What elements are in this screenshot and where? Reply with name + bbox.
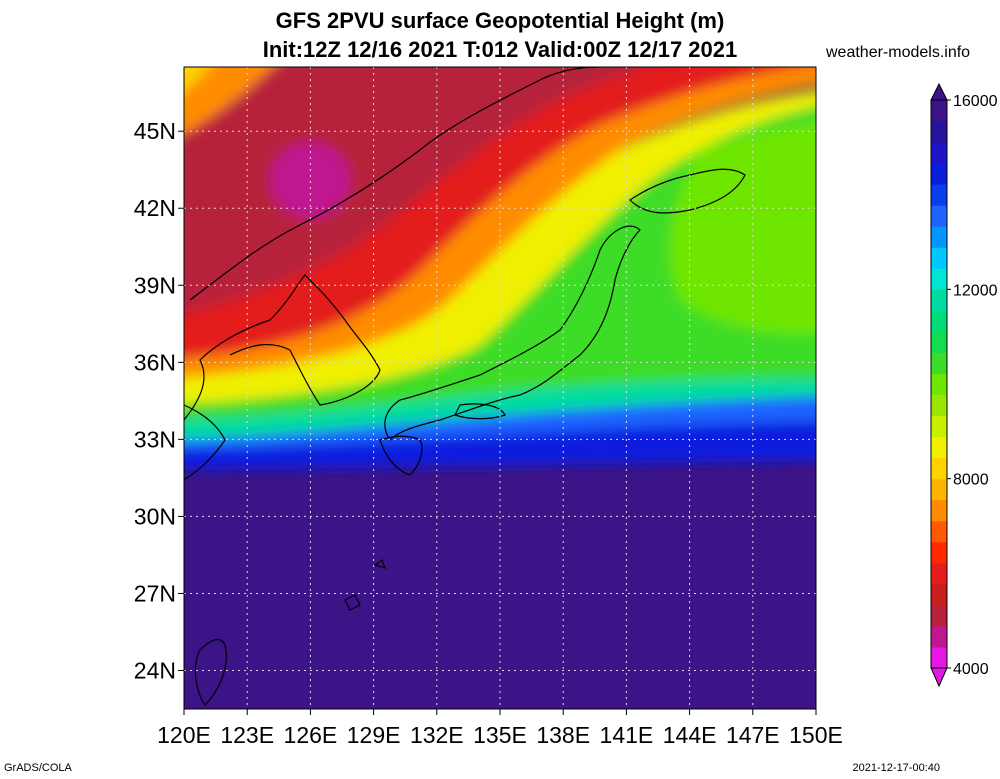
colorbar xyxy=(930,82,948,688)
colorbar-swatch xyxy=(931,457,947,480)
colorbar-tick-label: 12000 xyxy=(953,282,998,299)
lat-tick-label: 42N xyxy=(134,195,176,221)
lon-tick-label: 138E xyxy=(536,722,590,748)
colorbar-swatch xyxy=(931,373,947,396)
lon-tick-label: 150E xyxy=(789,722,843,748)
lat-tick-label: 39N xyxy=(134,272,176,298)
height-field xyxy=(184,67,816,709)
colorbar-frame xyxy=(930,99,948,669)
footer-timestamp: 2021-12-17-00:40 xyxy=(852,762,940,774)
lon-tick-label: 141E xyxy=(600,722,654,748)
coastlines xyxy=(184,67,746,706)
lon-tick-label: 126E xyxy=(284,722,338,748)
colorbar-swatch xyxy=(931,247,947,269)
lon-tick-label: 132E xyxy=(410,722,464,748)
graticule xyxy=(184,67,816,709)
colorbar-swatch xyxy=(931,562,947,585)
colorbar-swatch xyxy=(931,646,947,669)
colorbar-tick-label: 4000 xyxy=(953,661,989,678)
colorbar-swatch xyxy=(931,331,947,353)
colorbar-swatch xyxy=(931,268,947,290)
lon-tick-label: 123E xyxy=(220,722,274,748)
colorbar-swatch xyxy=(931,121,947,143)
colorbar-min-arrow xyxy=(930,667,948,688)
colorbar-swatch xyxy=(931,205,947,227)
lon-tick-label: 147E xyxy=(726,722,780,748)
colorbar-swatch xyxy=(931,499,947,522)
colorbar-swatch xyxy=(931,583,947,606)
colorbar-swatch xyxy=(931,142,947,164)
colorbar-swatch xyxy=(931,100,947,122)
lon-tick-label: 120E xyxy=(157,722,211,748)
map-title: GFS 2PVU surface Geopotential Height (m) xyxy=(275,8,725,33)
colorbar-swatch xyxy=(931,520,947,543)
colorbar-swatch xyxy=(931,310,947,332)
colorbar-swatch xyxy=(931,289,947,311)
colorbar-max-arrow xyxy=(930,82,948,101)
colorbar-tick-label: 16000 xyxy=(953,93,998,110)
colorbar-tick-label: 8000 xyxy=(953,472,989,489)
lat-tick-label: 24N xyxy=(134,657,176,683)
lat-tick-label: 45N xyxy=(134,118,176,144)
lon-tick-label: 144E xyxy=(663,722,717,748)
colorbar-swatch xyxy=(931,436,947,459)
lon-tick-label: 129E xyxy=(347,722,401,748)
colorbar-swatch xyxy=(931,541,947,564)
map-subtitle: Init:12Z 12/16 2021 T:012 Valid:00Z 12/1… xyxy=(262,37,738,62)
colorbar-swatch xyxy=(931,352,947,374)
lat-tick-label: 30N xyxy=(134,503,176,529)
colorbar-swatch xyxy=(931,415,947,438)
site-credit: weather-models.info xyxy=(826,44,971,61)
lat-tick-label: 27N xyxy=(134,580,176,606)
lon-tick-label: 135E xyxy=(473,722,527,748)
lat-tick-label: 36N xyxy=(134,349,176,375)
longitude-axis: 120E 123E 126E 129E 132E 135E 138E 141E 144E 147E… xyxy=(157,709,843,748)
colorbar-labels: 16000 12000 8000 4000 xyxy=(947,93,998,678)
colorbar-swatch xyxy=(931,184,947,206)
colorbar-swatch xyxy=(931,226,947,248)
latitude-axis: 45N 42N 39N 36N 33N 30N 27N 24N xyxy=(134,118,184,683)
colorbar-swatch xyxy=(931,604,947,627)
footer-credit: GrADS/COLA xyxy=(4,762,72,774)
colorbar-swatch xyxy=(931,625,947,648)
colorbar-swatch xyxy=(931,478,947,501)
colorbar-swatch xyxy=(931,394,947,417)
colorbar-swatch xyxy=(931,163,947,185)
lat-tick-label: 33N xyxy=(134,426,176,452)
